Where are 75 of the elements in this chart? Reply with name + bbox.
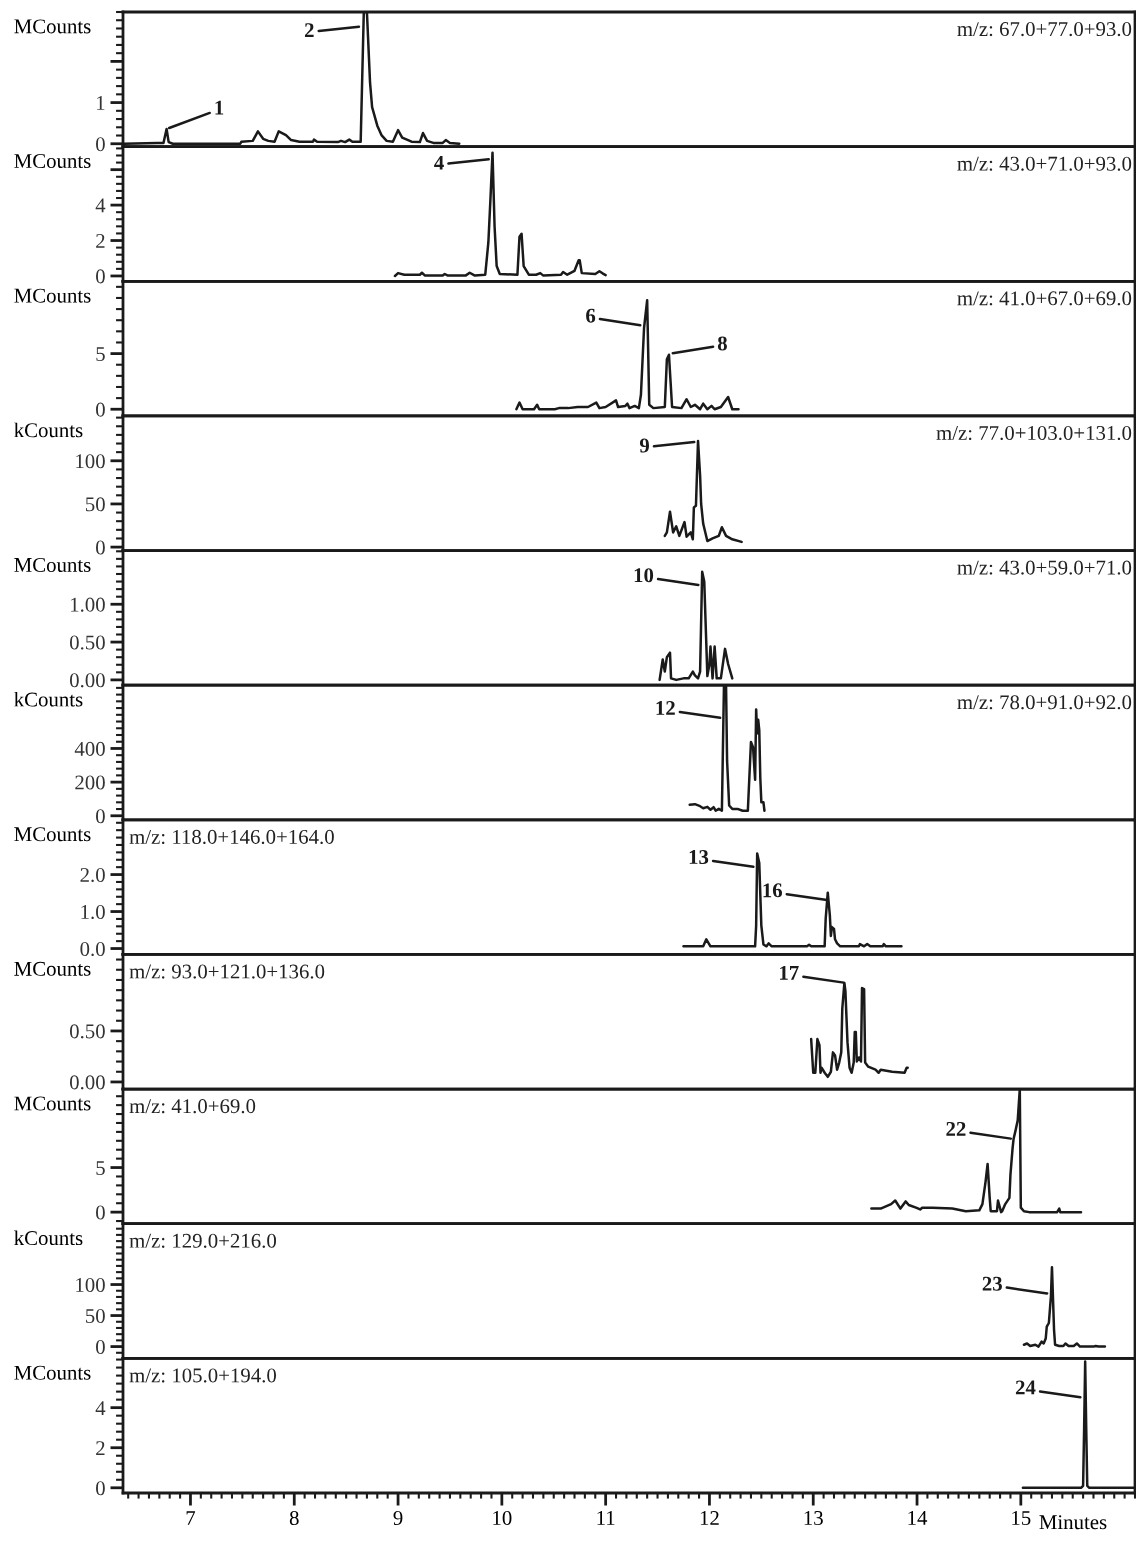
annotation: 6 [586, 308, 596, 323]
annotation: m/z: 67.0+77.0+93.0 [957, 22, 1132, 37]
y-tick-label: 0.00 [69, 1075, 105, 1090]
annotation: 12 [656, 701, 675, 715]
y-tick-label: 0.50 [69, 1024, 105, 1039]
x-tick-label: 9 [393, 1511, 403, 1526]
y-tick-label: 1 [97, 96, 105, 110]
annotation: m/z: 118.0+146.0+164.0 [129, 829, 334, 844]
annotation: m/z: 105.0+194.0 [129, 1368, 277, 1383]
y-axis-title: MCounts [14, 288, 91, 303]
annotation: 4 [434, 155, 444, 170]
y-tick-label: 0.50 [69, 635, 105, 650]
annotation: 22 [946, 1121, 966, 1136]
y-tick-label: 0 [96, 269, 105, 284]
y-tick-label: 4 [95, 1401, 106, 1415]
y-tick-label: 0 [96, 1205, 105, 1220]
y-tick-label: 5 [96, 1161, 105, 1175]
y-axis-title: MCounts [14, 19, 91, 34]
annotation: m/z: 93.0+121.0+136.0 [129, 964, 325, 979]
y-axis-title: MCounts [14, 1096, 91, 1111]
y-tick-label: 200 [75, 775, 105, 790]
y-tick-label: 100 [76, 454, 105, 469]
annotation: 2 [304, 23, 314, 37]
y-tick-label: 0 [96, 402, 105, 417]
y-tick-label: 0.00 [69, 673, 105, 688]
x-axis-title: Minutes [1039, 1515, 1107, 1530]
y-axis-title: MCounts [14, 961, 91, 976]
y-tick-label: 0.0 [80, 941, 105, 957]
annotation: 9 [639, 438, 650, 453]
annotation: 13 [689, 850, 709, 865]
x-tick-label: 10 [493, 1510, 512, 1526]
annotation: m/z: 43.0+59.0+71.0 [957, 560, 1132, 575]
y-tick-label: 1.00 [71, 597, 105, 612]
x-tick-label: 15 [1012, 1511, 1031, 1526]
y-axis-title: MCounts [14, 1365, 91, 1380]
annotation: m/z: 129.0+216.0 [129, 1233, 277, 1248]
annotation: 1 [215, 100, 224, 115]
x-tick-label: 8 [289, 1510, 299, 1526]
annotation: m/z: 43.0+71.0+93.0 [957, 156, 1132, 171]
annotation: m/z: 77.0+103.0+131.0 [936, 425, 1132, 441]
y-tick-label: 5 [96, 347, 105, 362]
y-tick-label: 4 [95, 198, 106, 213]
annotation: 17 [780, 965, 799, 980]
y-tick-label: 2 [96, 1441, 105, 1455]
y-tick-label: 100 [76, 1277, 105, 1292]
y-axis-title: kCounts [14, 1230, 83, 1246]
x-tick-label: 11 [597, 1511, 615, 1525]
y-tick-label: 0 [96, 1339, 105, 1355]
y-axis-title: kCounts [14, 691, 83, 707]
y-tick-label: 0 [96, 540, 105, 555]
annotation: 10 [634, 568, 654, 583]
y-tick-label: 50 [86, 497, 105, 512]
y-tick-label: 2.0 [80, 867, 105, 883]
annotation: 16 [763, 883, 783, 898]
x-tick-label: 7 [186, 1511, 196, 1525]
x-tick-label: 13 [804, 1511, 823, 1526]
y-tick-label: 0 [96, 809, 105, 824]
y-axis-title: kCounts [14, 422, 83, 438]
x-tick-label: 14 [908, 1511, 928, 1525]
annotation: m/z: 41.0+69.0 [129, 1099, 256, 1114]
y-tick-label: 50 [86, 1308, 105, 1323]
annotation: 24 [1015, 1380, 1036, 1395]
annotation: 23 [982, 1276, 1002, 1291]
x-tick-label: 12 [700, 1511, 719, 1525]
y-axis-title: MCounts [14, 154, 91, 169]
annotation: m/z: 78.0+91.0+92.0 [957, 695, 1132, 710]
annotation: m/z: 41.0+67.0+69.0 [957, 291, 1132, 306]
y-axis-title: MCounts [14, 557, 91, 572]
y-tick-label: 1.0 [81, 904, 105, 920]
y-tick-label: 0 [96, 1481, 105, 1496]
y-tick-label: 400 [74, 741, 105, 756]
y-tick-label: 0 [96, 137, 105, 152]
y-tick-label: 2 [96, 233, 105, 248]
annotation: 8 [717, 336, 727, 351]
y-axis-title: MCounts [14, 827, 91, 842]
